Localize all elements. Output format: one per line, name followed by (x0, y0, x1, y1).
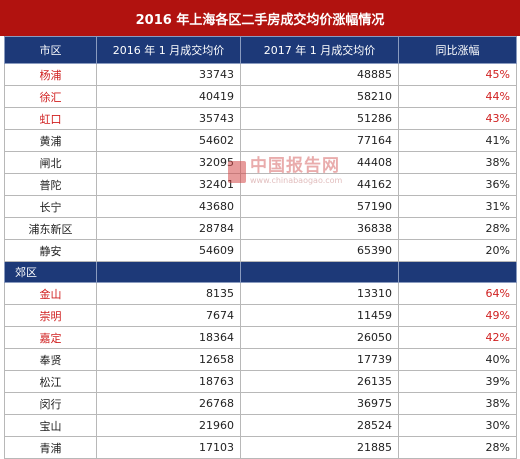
price-2016-cell: 54609 (96, 239, 241, 262)
yoy-change-cell: 38% (398, 392, 517, 415)
price-2016-cell: 43680 (96, 195, 241, 218)
header-price-2017: 2017 年 1 月成交均价 (240, 36, 399, 64)
price-2016-cell: 21960 (96, 414, 241, 437)
price-2017-cell: 11459 (240, 304, 399, 327)
price-2017-cell: 44162 (240, 173, 399, 196)
price-2016-cell: 18364 (96, 326, 241, 349)
price-2016-cell: 33743 (96, 63, 241, 86)
price-table: 市区 2016 年 1 月成交均价 2017 年 1 月成交均价 同比涨幅 杨浦… (4, 36, 517, 459)
table-row: 闸北 32095 44408 38% (4, 151, 517, 174)
yoy-change-cell: 36% (398, 173, 517, 196)
price-2016-cell: 28784 (96, 217, 241, 240)
price-2016-cell: 17103 (96, 436, 241, 459)
price-2017-cell: 77164 (240, 129, 399, 152)
yoy-change-cell: 40% (398, 348, 517, 371)
district-cell: 黄浦 (4, 129, 97, 152)
price-2017-cell: 28524 (240, 414, 399, 437)
price-2016-cell: 54602 (96, 129, 241, 152)
price-2017-cell: 65390 (240, 239, 399, 262)
price-2016-cell: 35743 (96, 107, 241, 130)
yoy-change-cell: 38% (398, 151, 517, 174)
price-2017-cell: 57190 (240, 195, 399, 218)
district-cell: 松江 (4, 370, 97, 393)
district-cell: 静安 (4, 239, 97, 262)
table-row: 松江 18763 26135 39% (4, 370, 517, 393)
table-row: 嘉定 18364 26050 42% (4, 326, 517, 349)
district-cell: 崇明 (4, 304, 97, 327)
section-empty-cell (96, 261, 241, 283)
yoy-change-cell: 64% (398, 282, 517, 305)
price-2017-cell: 51286 (240, 107, 399, 130)
table-row: 崇明 7674 11459 49% (4, 304, 517, 327)
table-row: 普陀 32401 44162 36% (4, 173, 517, 196)
section-row-suburbs: 郊区 (4, 261, 517, 283)
yoy-change-cell: 43% (398, 107, 517, 130)
table-row: 宝山 21960 28524 30% (4, 414, 517, 437)
yoy-change-cell: 49% (398, 304, 517, 327)
price-2016-cell: 32401 (96, 173, 241, 196)
yoy-change-cell: 28% (398, 436, 517, 459)
district-cell: 奉贤 (4, 348, 97, 371)
yoy-change-cell: 30% (398, 414, 517, 437)
district-cell: 宝山 (4, 414, 97, 437)
district-cell: 金山 (4, 282, 97, 305)
price-2016-cell: 18763 (96, 370, 241, 393)
section-empty-cell (240, 261, 399, 283)
yoy-change-cell: 45% (398, 63, 517, 86)
district-cell: 徐汇 (4, 85, 97, 108)
yoy-change-cell: 41% (398, 129, 517, 152)
district-cell: 闵行 (4, 392, 97, 415)
header-row: 市区 2016 年 1 月成交均价 2017 年 1 月成交均价 同比涨幅 (4, 36, 517, 64)
price-2017-cell: 36838 (240, 217, 399, 240)
table-body: 杨浦 33743 48885 45% 徐汇 40419 58210 44% 虹口 35743 512… (4, 63, 517, 459)
table-row: 虹口 35743 51286 43% (4, 107, 517, 130)
price-2016-cell: 26768 (96, 392, 241, 415)
price-2017-cell: 48885 (240, 63, 399, 86)
table-row: 黄浦 54602 77164 41% (4, 129, 517, 152)
price-2016-cell: 7674 (96, 304, 241, 327)
header-price-2016: 2016 年 1 月成交均价 (96, 36, 241, 64)
price-2016-cell: 12658 (96, 348, 241, 371)
price-2017-cell: 13310 (240, 282, 399, 305)
yoy-change-cell: 31% (398, 195, 517, 218)
district-cell: 虹口 (4, 107, 97, 130)
price-2017-cell: 21885 (240, 436, 399, 459)
yoy-change-cell: 28% (398, 217, 517, 240)
yoy-change-cell: 44% (398, 85, 517, 108)
table-row: 金山 8135 13310 64% (4, 282, 517, 305)
table-row: 长宁 43680 57190 31% (4, 195, 517, 218)
district-cell: 杨浦 (4, 63, 97, 86)
price-2016-cell: 32095 (96, 151, 241, 174)
table-row: 闵行 26768 36975 38% (4, 392, 517, 415)
district-cell: 长宁 (4, 195, 97, 218)
price-2017-cell: 26135 (240, 370, 399, 393)
header-district: 市区 (4, 36, 97, 64)
district-cell: 普陀 (4, 173, 97, 196)
price-2016-cell: 40419 (96, 85, 241, 108)
header-yoy-change: 同比涨幅 (398, 36, 517, 64)
district-cell: 浦东新区 (4, 217, 97, 240)
district-cell: 闸北 (4, 151, 97, 174)
yoy-change-cell: 20% (398, 239, 517, 262)
table-row: 杨浦 33743 48885 45% (4, 63, 517, 86)
price-2017-cell: 44408 (240, 151, 399, 174)
district-cell: 嘉定 (4, 326, 97, 349)
section-empty-cell (398, 261, 517, 283)
yoy-change-cell: 42% (398, 326, 517, 349)
district-cell: 青浦 (4, 436, 97, 459)
price-2017-cell: 36975 (240, 392, 399, 415)
price-2016-cell: 8135 (96, 282, 241, 305)
section-label: 郊区 (4, 261, 97, 283)
table-row: 奉贤 12658 17739 40% (4, 348, 517, 371)
table-row: 静安 54609 65390 20% (4, 239, 517, 262)
table-title: 2016 年上海各区二手房成交均价涨幅情况 (0, 0, 520, 36)
yoy-change-cell: 39% (398, 370, 517, 393)
price-2017-cell: 17739 (240, 348, 399, 371)
price-2017-cell: 26050 (240, 326, 399, 349)
table-row: 徐汇 40419 58210 44% (4, 85, 517, 108)
table-row: 浦东新区 28784 36838 28% (4, 217, 517, 240)
table-row: 青浦 17103 21885 28% (4, 436, 517, 459)
price-2017-cell: 58210 (240, 85, 399, 108)
